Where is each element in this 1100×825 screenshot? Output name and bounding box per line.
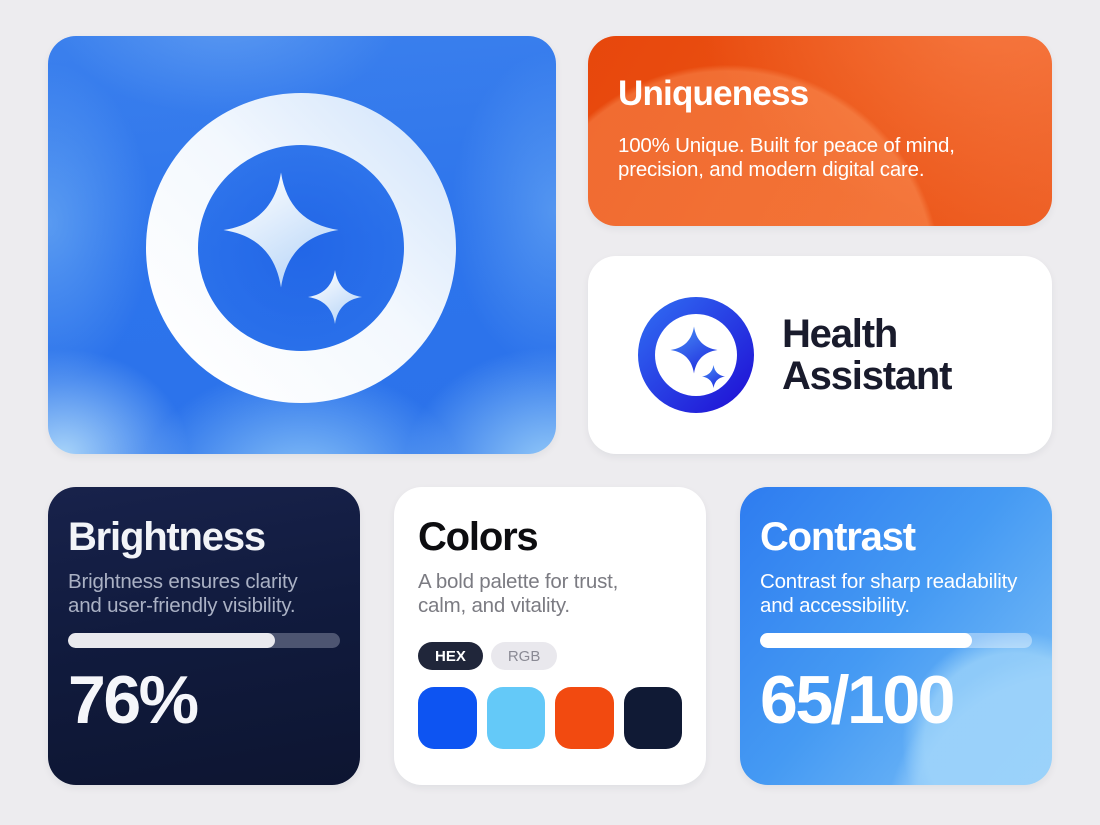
uniqueness-card: Uniqueness 100% Unique. Built for peace … [588,36,1052,226]
sparkle-small-icon [308,270,362,324]
uniqueness-title: Uniqueness [618,74,809,113]
brightness-progress-fill [68,633,275,649]
brand-name: Health Assistant [782,312,952,398]
color-swatch-orange[interactable] [555,687,614,750]
sparkle-small-icon [702,365,725,388]
color-swatch-navy[interactable] [623,687,682,750]
contrast-card: Contrast Contrast for sharp readability … [740,487,1052,785]
uniqueness-description: 100% Unique. Built for peace of mind, pr… [618,133,955,181]
brightness-card: Brightness Brightness ensures clarity an… [48,487,360,785]
ring-icon [146,93,456,403]
brightness-value: 76% [68,662,199,739]
contrast-title: Contrast [760,515,916,559]
contrast-description: Contrast for sharp readability and acces… [760,570,1018,617]
brand-card: Health Assistant [588,256,1052,454]
contrast-value: 65/100 [760,662,955,739]
color-swatch-skyblue[interactable] [486,687,545,750]
sparkle-icon [670,326,718,374]
colors-description: A bold palette for trust, calm, and vita… [418,570,619,617]
palette-swatches [418,687,682,750]
color-format-toggle: HEX RGB [418,642,682,671]
ring-icon [638,297,754,413]
hex-toggle-button[interactable]: HEX [418,642,483,671]
color-swatch-blue[interactable] [418,687,477,750]
colors-title: Colors [418,515,539,559]
health-assistant-logo-icon [638,297,754,413]
brightness-description: Brightness ensures clarity and user-frie… [68,570,298,617]
brightness-progress-track [68,633,340,649]
sparkle-ring-logo [146,93,456,403]
contrast-progress-fill [760,633,973,649]
brightness-title: Brightness [68,515,266,559]
hero-logo-card [48,36,556,454]
sparkle-icon [223,172,339,288]
rgb-toggle-button[interactable]: RGB [490,642,558,671]
contrast-progress-track [760,633,1032,649]
colors-card: Colors A bold palette for trust, calm, a… [394,487,706,785]
